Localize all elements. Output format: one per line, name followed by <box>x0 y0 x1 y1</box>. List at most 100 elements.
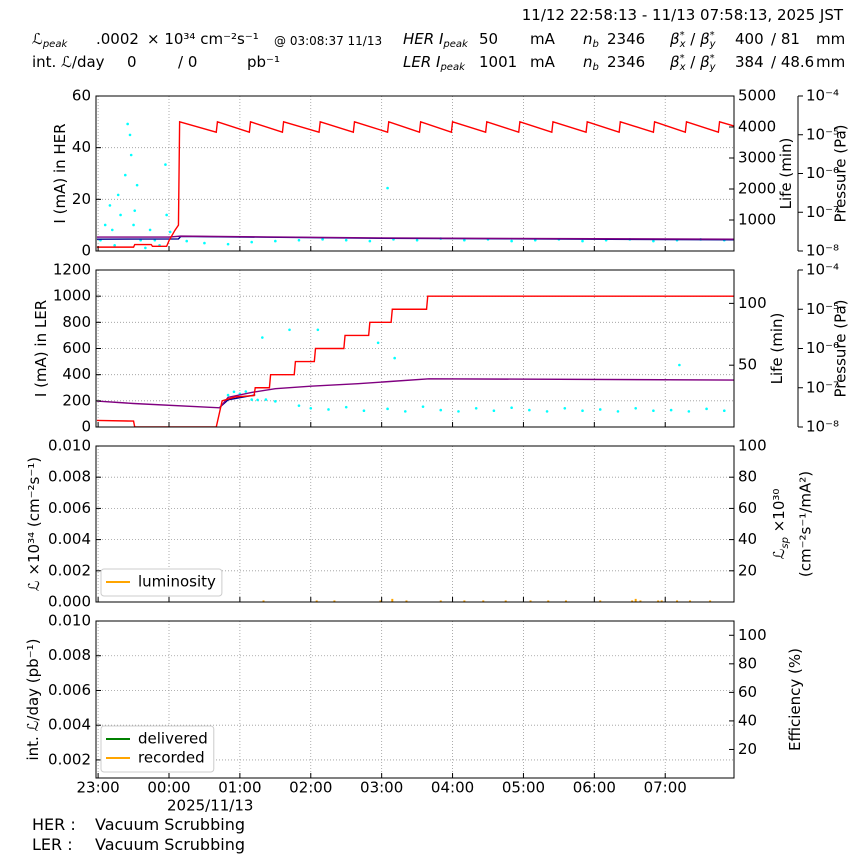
y-tick-label: 0.006 <box>48 681 91 699</box>
scatter-point <box>705 407 708 411</box>
scatter-point <box>132 223 135 227</box>
scatter-point <box>362 409 366 413</box>
text: 2346 <box>607 30 646 48</box>
y-tick-label: 0.002 <box>48 561 91 579</box>
text: β <box>670 53 680 71</box>
text: ℒ <box>32 30 43 48</box>
text: mm <box>816 53 846 71</box>
y-tick-label: 0 <box>81 418 91 436</box>
plot-frame <box>95 445 735 603</box>
sup-sub: * x <box>679 29 686 49</box>
text: ℒ ×10³⁴ (cm⁻²s⁻¹) <box>25 457 43 591</box>
y3-tick-label: 10⁻⁷ <box>806 203 839 221</box>
y-tick-label: 0.010 <box>48 612 91 630</box>
line-series <box>96 235 734 240</box>
scatter-point <box>463 238 466 242</box>
y2-tick-label: 80 <box>738 468 757 486</box>
plot-frame <box>95 95 735 252</box>
text: ℒ <box>770 549 788 560</box>
footer-text: Vacuum Scrubbing <box>95 815 245 834</box>
y2-axis-label: (cm⁻²s⁻¹/mA²) <box>797 471 815 577</box>
scatter-point <box>545 410 549 413</box>
text: / 81 <box>771 30 800 48</box>
line-series <box>96 295 734 427</box>
header-cell: 384 <box>735 53 764 71</box>
subscript: y <box>709 61 716 73</box>
y2-axis-label: Life (min) <box>777 138 795 210</box>
y-tick-label: 40 <box>72 138 91 156</box>
scatter-point <box>327 408 330 411</box>
scatter-point <box>250 398 253 401</box>
y-tick-label: 0.000 <box>48 593 91 611</box>
scatter-point <box>264 398 268 401</box>
text: 384 <box>735 53 764 71</box>
y-tick-label: 1000 <box>53 287 91 305</box>
header-cell: 0 <box>127 53 137 71</box>
y2-tick-label: 100 <box>738 437 767 455</box>
text: @ 03:08:37 11/13 <box>274 34 383 48</box>
text: int. ℒ/day (pb⁻¹) <box>24 639 42 761</box>
y-tick-label: 200 <box>62 391 91 409</box>
subscript: b <box>592 62 599 73</box>
scatter-point <box>261 336 264 339</box>
scatter-point <box>415 238 419 242</box>
y-tick-label: 0.002 <box>48 750 91 768</box>
scatter-point <box>103 223 107 227</box>
y3-tick-label: 10⁻⁸ <box>806 418 839 436</box>
series-group <box>96 120 734 250</box>
text: 2346 <box>607 53 646 71</box>
y2-axis-label: Life (min) <box>768 313 786 385</box>
y-tick-label: 0.006 <box>48 499 91 517</box>
text: I (mA) in LER <box>32 300 50 397</box>
header-cell: mm <box>816 30 845 48</box>
y2-tick-label: 40 <box>738 711 757 729</box>
scatter-point <box>722 409 726 413</box>
y2-tick-label: 1000 <box>738 211 776 229</box>
line-series <box>96 378 734 409</box>
text: Life (min) <box>777 138 795 210</box>
superscript: * <box>679 29 685 41</box>
header-cell: 2346 <box>607 53 645 71</box>
text: / 0 <box>178 53 198 71</box>
x-tick-label: 06:00 <box>573 779 616 797</box>
header-cell: ℒpeak <box>32 30 67 50</box>
header-cell: @ 03:08:37 11/13 <box>274 32 382 50</box>
x-tick-label: 23:00 <box>76 779 119 797</box>
scatter-point <box>316 328 320 332</box>
scatter-point <box>386 186 389 190</box>
scatter-point <box>113 244 116 247</box>
y-axis-label: I (mA) in LER <box>32 300 50 397</box>
y3-axis-label: Pressure (Pa) <box>832 299 850 397</box>
y3-tick-label: 10⁻⁴ <box>806 87 839 105</box>
scatter-point <box>110 228 114 232</box>
y2-tick-label: 40 <box>738 530 757 548</box>
y-tick-label: 400 <box>62 365 91 383</box>
scatter-point <box>203 241 206 245</box>
scatter-point <box>616 410 620 413</box>
scatter-point <box>510 406 513 410</box>
text: β <box>700 53 710 71</box>
subscript: peak <box>443 39 468 50</box>
header-cell: LER Ipeak <box>403 53 465 73</box>
scatter-point <box>528 408 531 412</box>
y3-tick-label: 10⁻⁷ <box>806 378 839 396</box>
x-tick-label: 05:00 <box>502 779 545 797</box>
y2-axis-label: ℒsp ×10³⁰ <box>770 489 791 560</box>
y2-tick-label: 3000 <box>738 149 776 167</box>
subscript: sp <box>780 537 791 549</box>
x-tick-label: 02:00 <box>289 779 332 797</box>
header-cell: β * x / β * y <box>670 53 716 72</box>
text: n <box>583 53 593 71</box>
text: .0002 <box>96 30 139 48</box>
footer-text: Vacuum Scrubbing <box>95 835 245 854</box>
header-cell: / 0 <box>178 53 197 71</box>
text: / <box>685 30 701 48</box>
scatter-point <box>135 183 139 187</box>
scatter-point <box>119 213 122 217</box>
scatter-point <box>116 193 120 197</box>
scatter-point <box>598 408 602 411</box>
y-tick-label: 600 <box>62 339 91 357</box>
y3-tick-label: 10⁻⁴ <box>806 261 839 279</box>
